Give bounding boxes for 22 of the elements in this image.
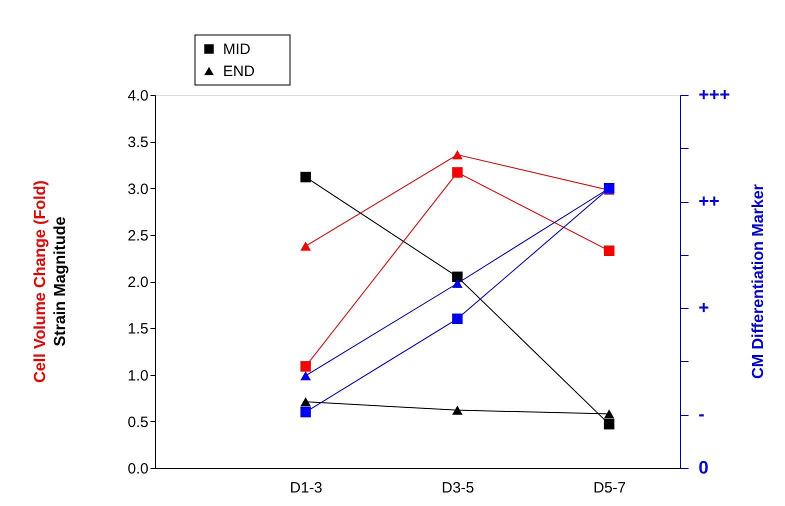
category-label: -	[698, 404, 704, 424]
y-tick-label: 1.0	[128, 367, 148, 384]
legend-label: MID	[223, 41, 251, 58]
y-tick-label: 3.0	[128, 180, 148, 198]
y-tick-label: 1.5	[128, 320, 148, 338]
y-tick-label: 3.5	[128, 134, 148, 152]
legend-label: END	[223, 63, 255, 80]
category-label: 0	[698, 458, 709, 478]
y-axis-title: Cell Volume Change (Fold)	[32, 180, 49, 383]
x-tick-label: D5-7	[593, 480, 626, 496]
y-tick-label: 4.0	[128, 88, 148, 104]
text: Strain Magnitude	[52, 216, 69, 346]
category-label: +	[698, 298, 710, 318]
y2-axis-title: CM Differentiation Marker	[750, 184, 767, 379]
y-tick-label: 0.0	[128, 460, 148, 478]
y-tick-label: 2.0	[128, 274, 148, 291]
category-label: ++	[698, 191, 720, 212]
x-tick-label: D1-3	[290, 480, 322, 496]
category-label: +++	[698, 84, 730, 104]
y-tick-label: 0.5	[128, 414, 148, 431]
x-tick-label: D3-5	[442, 480, 474, 496]
y-tick-label: 2.5	[128, 227, 148, 244]
